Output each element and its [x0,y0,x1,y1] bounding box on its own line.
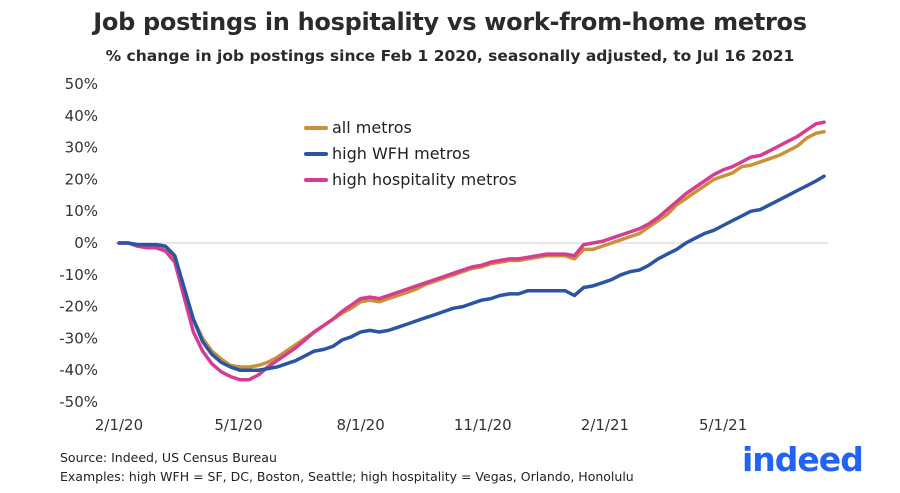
legend-label: high hospitality metros [332,170,517,189]
legend: all metros high WFH metros high hospitalit… [304,118,517,189]
x-tick-label: 2/1/20 [95,416,143,434]
x-axis-ticks: 2/1/20 5/1/20 8/1/20 11/1/20 2/1/21 5/1/21 [95,416,747,434]
examples-note: Examples: high WFH = SF, DC, Boston, Sea… [60,469,634,484]
y-tick-label: -30% [59,329,98,347]
x-tick-label: 5/1/21 [699,416,747,434]
x-tick-label: 11/1/20 [454,416,512,434]
source-note: Source: Indeed, US Census Bureau [60,450,277,465]
series-lines [117,120,826,382]
y-tick-label: 50% [65,75,98,93]
y-tick-label: 20% [65,170,98,188]
x-tick-label: 5/1/20 [214,416,262,434]
y-tick-label: 0% [74,234,98,252]
chart-title: Job postings in hospitality vs work-from… [93,8,807,36]
x-tick-label: 8/1/20 [336,416,384,434]
series-line-high-WFH-metros [117,174,826,372]
y-tick-label: 30% [65,139,98,157]
indeed-logo: indeed [742,440,864,479]
y-tick-label: 40% [65,107,98,125]
legend-label: all metros [332,118,412,137]
series-line-all-metros [117,129,826,369]
y-tick-label: -50% [59,393,98,411]
y-tick-label: -10% [59,266,98,284]
x-tick-label: 2/1/21 [581,416,629,434]
y-axis-ticks: 50% 40% 30% 20% 10% 0% -10% -20% -30% -40% -50% [59,75,98,411]
series-line-high-hospitality-metros [117,120,826,382]
legend-label: high WFH metros [332,144,470,163]
y-tick-label: 10% [65,202,98,220]
chart-subtitle: % change in job postings since Feb 1 202… [105,47,795,65]
y-tick-label: -40% [59,361,98,379]
y-tick-label: -20% [59,298,98,316]
